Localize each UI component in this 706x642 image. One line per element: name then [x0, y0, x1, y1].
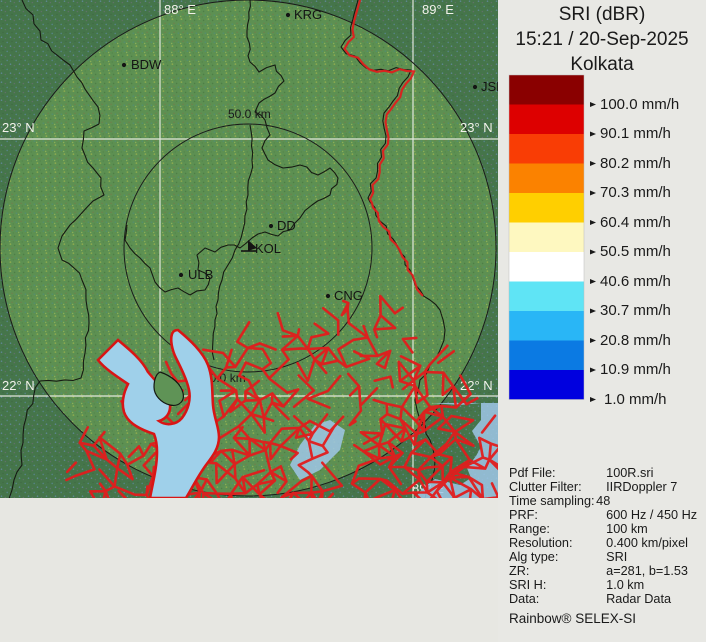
svg-text:80.2 mm/h: 80.2 mm/h — [600, 155, 671, 172]
svg-text:23° N: 23° N — [460, 120, 493, 135]
svg-text:KRG: KRG — [294, 7, 322, 22]
svg-text:70.3 mm/h: 70.3 mm/h — [600, 184, 671, 201]
svg-text:1.0 mm/h: 1.0 mm/h — [604, 391, 667, 408]
svg-text:BDW: BDW — [131, 57, 162, 72]
svg-text:ULB: ULB — [188, 267, 213, 282]
svg-text:89° E: 89° E — [422, 2, 454, 17]
svg-text:JSR: JSR — [481, 79, 498, 94]
svg-text:88° E: 88° E — [164, 2, 196, 17]
svg-text:40.6 mm/h: 40.6 mm/h — [600, 273, 671, 290]
svg-text:10.9 mm/h: 10.9 mm/h — [600, 361, 671, 378]
svg-text:90.1 mm/h: 90.1 mm/h — [600, 125, 671, 142]
svg-text:CNG: CNG — [334, 288, 363, 303]
svg-text:50.5 mm/h: 50.5 mm/h — [600, 243, 671, 260]
svg-text:DD: DD — [277, 218, 296, 233]
svg-text:50.0 km: 50.0 km — [228, 107, 271, 121]
svg-text:100.0 mm/h: 100.0 mm/h — [600, 96, 679, 113]
svg-text:30.7 mm/h: 30.7 mm/h — [600, 302, 671, 319]
svg-text:23° N: 23° N — [2, 120, 35, 135]
svg-text:22° N: 22° N — [2, 378, 35, 393]
svg-text:20.8 mm/h: 20.8 mm/h — [600, 332, 671, 349]
svg-text:60.4 mm/h: 60.4 mm/h — [600, 214, 671, 231]
svg-text:KOL: KOL — [255, 241, 281, 256]
